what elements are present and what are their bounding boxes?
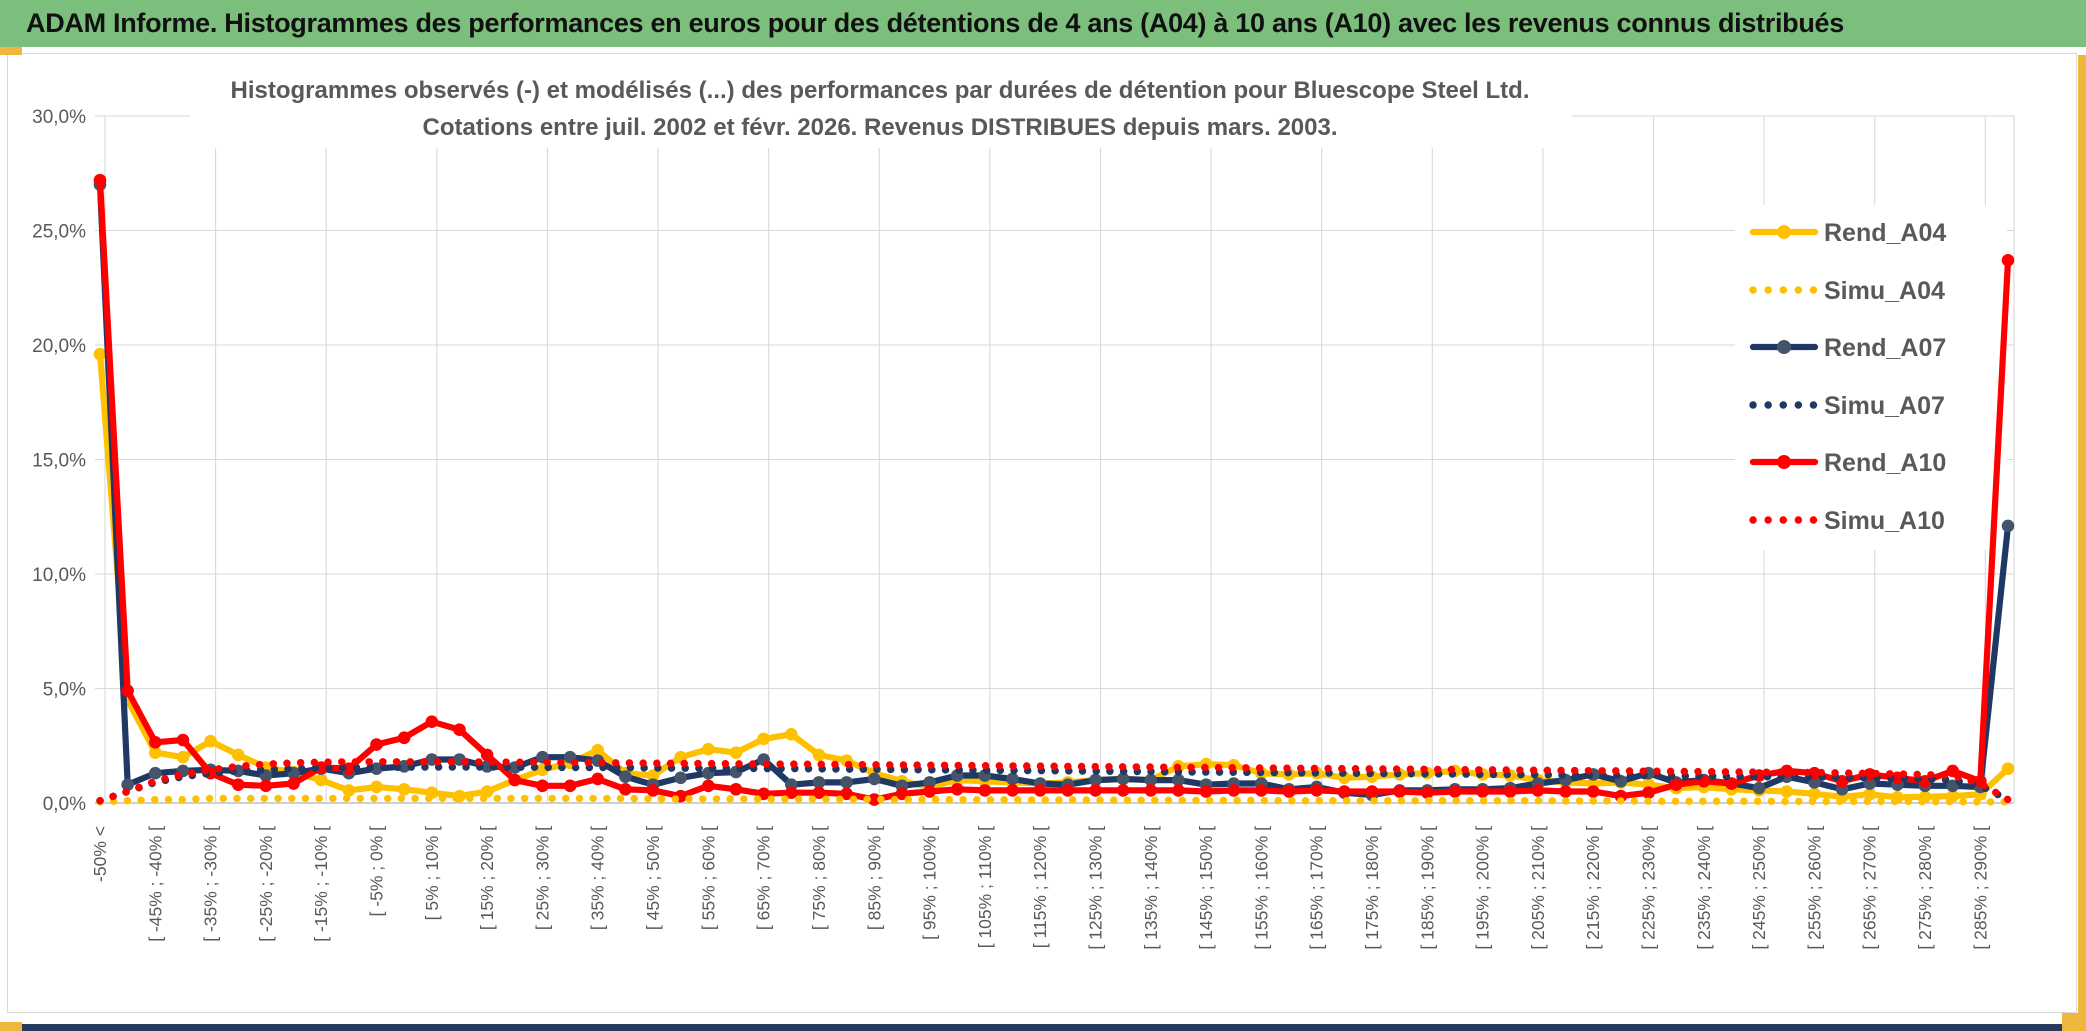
gold-corner-bottom-left: [0, 1022, 22, 1031]
legend-label: Rend_A04: [1824, 219, 1946, 247]
x-axis-tick-label: [ 215% ; 220% [: [1583, 826, 1603, 950]
legend-label: Simu_A04: [1824, 277, 1945, 305]
bottom-white-strip: [0, 1013, 2086, 1024]
y-axis-tick-label: 10,0%: [32, 565, 86, 586]
x-axis-tick-label: [ -35% ; -30% [: [201, 826, 221, 942]
series-Simu_A07: [96, 763, 2012, 805]
x-axis-tick-label: [ -25% ; -20% [: [256, 826, 276, 942]
x-axis-tick-label: [ 115% ; 120% [: [1030, 826, 1050, 948]
x-axis-tick-label: [ 5% ; 10% [: [422, 826, 442, 920]
x-axis-tick-label: [ 65% ; 70% [: [754, 826, 774, 930]
x-axis-tick-label: [ 95% ; 100% [: [920, 826, 940, 940]
x-axis-tick-label: [ 15% ; 20% [: [477, 826, 497, 930]
x-axis-tick-label: [ 155% ; 160% [: [1251, 826, 1271, 950]
legend-item-Simu_A10: Simu_A10: [1749, 507, 1945, 535]
y-axis-tick-label: 0,0%: [43, 794, 86, 815]
gold-right-edge-strip: [2078, 55, 2086, 1031]
x-axis-tick-label: [ 25% ; 30% [: [532, 826, 552, 930]
x-axis-tick-label: [ 135% ; 140% [: [1141, 826, 1161, 950]
x-axis-tick-label: [ -45% ; -40% [: [145, 826, 165, 942]
x-axis-tick-label: [ 125% ; 130% [: [1085, 826, 1105, 950]
x-axis-tick-label: [ 265% ; 270% [: [1860, 826, 1880, 950]
report-title: ADAM Informe. Histogrammes des performan…: [26, 8, 1844, 38]
y-axis-tick-label: 5,0%: [43, 680, 86, 701]
chart-title-background: [190, 62, 1572, 148]
x-axis-tick-label: [ -15% ; -10% [: [311, 826, 331, 942]
gold-corner-top-left: [0, 47, 22, 55]
x-axis-tick-label: [ 195% ; 200% [: [1473, 826, 1493, 950]
x-axis-tick-label: -50% <: [90, 826, 110, 882]
x-axis-tick-label: [ 275% ; 280% [: [1915, 826, 1935, 950]
x-axis-tick-label: [ 245% ; 250% [: [1749, 826, 1769, 950]
series-Simu_A10: [96, 758, 2012, 805]
x-axis-tick-label: [ 205% ; 210% [: [1528, 826, 1548, 950]
legend-label: Rend_A10: [1824, 449, 1946, 477]
series-Rend_A10: [93, 173, 2015, 806]
x-axis-tick-label: [ 55% ; 60% [: [698, 826, 718, 930]
legend-item-Simu_A07: Simu_A07: [1749, 392, 1945, 420]
x-axis-tick-label: [ 185% ; 190% [: [1417, 826, 1437, 950]
x-axis-tick-label: [ 145% ; 150% [: [1196, 826, 1216, 950]
x-axis-tick-label: [ 105% ; 110% [: [975, 826, 995, 948]
x-axis-tick-label: [ 225% ; 230% [: [1639, 826, 1659, 950]
legend-item-Simu_A04: Simu_A04: [1749, 277, 1945, 305]
x-axis-tick-label: [ 45% ; 50% [: [643, 826, 663, 930]
y-axis-tick-label: 30,0%: [32, 107, 86, 128]
y-axis-tick-label: 25,0%: [32, 222, 86, 243]
x-axis-tick-label: [ 85% ; 90% [: [864, 826, 884, 930]
legend-label: Simu_A07: [1824, 392, 1945, 420]
x-axis-tick-label: [ 285% ; 290% [: [1970, 826, 1990, 950]
series-Simu_A04: [96, 794, 2012, 806]
legend-item-Rend_A10: Rend_A10: [1749, 449, 1946, 477]
chart-title-line2: Cotations entre juil. 2002 et févr. 2026…: [422, 114, 1337, 141]
x-axis-tick-label: [ 175% ; 180% [: [1362, 826, 1382, 950]
chart-canvas-border: [7, 53, 2077, 1013]
x-axis-tick-label: [ 75% ; 80% [: [809, 826, 829, 930]
x-axis-tick-label: [ -5% ; 0% [: [367, 826, 387, 917]
legend-background: [1735, 205, 2007, 550]
x-axis-tick-label: [ 165% ; 170% [: [1307, 826, 1327, 950]
legend-label: Simu_A10: [1824, 507, 1945, 535]
x-axis-tick-label: [ 235% ; 240% [: [1694, 826, 1714, 950]
legend-label: Rend_A07: [1824, 334, 1946, 362]
y-axis-tick-label: 20,0%: [32, 336, 86, 357]
chart-title-line1: Histogrammes observés (-) et modélisés (…: [231, 77, 1530, 104]
x-axis-tick-label: [ 35% ; 40% [: [588, 826, 608, 930]
report-header-bar: ADAM Informe. Histogrammes des performan…: [0, 0, 2086, 47]
legend-item-Rend_A04: Rend_A04: [1749, 219, 1946, 247]
y-axis-tick-label: 15,0%: [32, 451, 86, 472]
legend-item-Rend_A07: Rend_A07: [1749, 334, 1946, 362]
x-axis-tick-label: [ 255% ; 260% [: [1804, 826, 1824, 950]
bottom-window-bar: [0, 1024, 2086, 1031]
